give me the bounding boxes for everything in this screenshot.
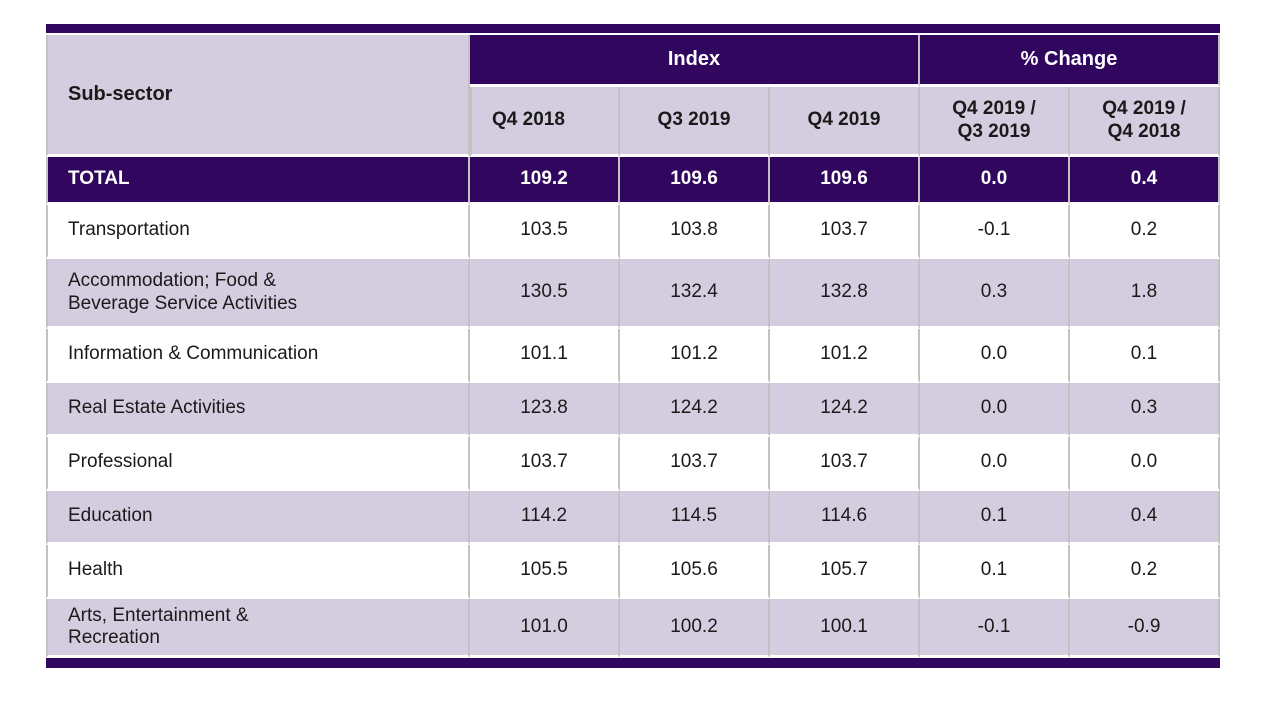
column-header-q4-2018: Q4 2018 [470, 87, 620, 157]
value-cell: 0.3 [1070, 383, 1221, 437]
value-cell: 114.2 [470, 491, 620, 545]
column-header-q4-2019-vs-q3-2019: Q4 2019 / Q3 2019 [920, 87, 1071, 157]
value-cell: 0.0 [920, 329, 1071, 383]
value-cell: 101.2 [770, 329, 921, 383]
table-row-information-communication: Information & Communication 101.1 101.2 … [46, 329, 1221, 383]
table-row-real-estate: Real Estate Activities 123.8 124.2 124.2… [46, 383, 1221, 437]
value-cell: 0.0 [920, 383, 1071, 437]
total-row: TOTAL 109.2 109.6 109.6 0.0 0.4 [46, 157, 1221, 205]
value-cell: 0.0 [920, 157, 1071, 205]
value-cell: 109.6 [620, 157, 770, 205]
row-label: Arts, Entertainment & Recreation [46, 599, 470, 658]
value-cell: 132.4 [620, 259, 770, 329]
row-label: Accommodation; Food & Beverage Service A… [46, 259, 470, 329]
value-cell: 132.8 [770, 259, 921, 329]
value-cell: 100.1 [770, 599, 921, 658]
value-cell: 103.7 [770, 437, 921, 491]
value-cell: 109.2 [470, 157, 620, 205]
column-header-row: Q4 2018 Q3 2019 Q4 2019 Q4 2019 / Q3 201… [46, 87, 1221, 157]
column-header-q4-2019-vs-q4-2018: Q4 2019 / Q4 2018 [1070, 87, 1221, 157]
value-cell: 103.8 [620, 205, 770, 259]
row-label: TOTAL [46, 157, 470, 205]
value-cell: 0.1 [1070, 329, 1221, 383]
value-cell: 0.2 [1070, 205, 1221, 259]
value-cell: 105.5 [470, 545, 620, 599]
value-cell: 0.1 [920, 491, 1071, 545]
row-label: Professional [46, 437, 470, 491]
value-cell: 130.5 [470, 259, 620, 329]
value-cell: 124.2 [620, 383, 770, 437]
table-top-bar [46, 24, 1220, 33]
group-header-row: Sub-sector Index % Change [46, 35, 1221, 157]
row-label: Real Estate Activities [46, 383, 470, 437]
column-header-q3-2019: Q3 2019 [620, 87, 770, 157]
row-label: Information & Communication [46, 329, 470, 383]
table-row-accommodation-food-beverage: Accommodation; Food & Beverage Service A… [46, 259, 1221, 329]
table-bottom-bar [46, 658, 1220, 668]
value-cell: 0.3 [920, 259, 1071, 329]
group-header-index: Index [470, 35, 921, 87]
value-cell: 0.0 [920, 437, 1071, 491]
group-header-pct-change: % Change [920, 35, 1221, 87]
value-cell: 103.5 [470, 205, 620, 259]
table-row-transportation: Transportation 103.5 103.8 103.7 -0.1 0.… [46, 205, 1221, 259]
value-cell: 101.2 [620, 329, 770, 383]
value-cell: -0.9 [1070, 599, 1221, 658]
value-cell: 0.4 [1070, 491, 1221, 545]
value-cell: -0.1 [920, 599, 1071, 658]
value-cell: 105.7 [770, 545, 921, 599]
value-cell: 105.6 [620, 545, 770, 599]
value-cell: 100.2 [620, 599, 770, 658]
column-header-q4-2019: Q4 2019 [770, 87, 921, 157]
row-label: Education [46, 491, 470, 545]
row-label: Transportation [46, 205, 470, 259]
table-row-professional: Professional 103.7 103.7 103.7 0.0 0.0 [46, 437, 1221, 491]
corner-header-subsector: Sub-sector [46, 35, 470, 157]
value-cell: 109.6 [770, 157, 921, 205]
value-cell: 0.4 [1070, 157, 1221, 205]
value-cell: 101.0 [470, 599, 620, 658]
value-cell: 114.5 [620, 491, 770, 545]
table-row-education: Education 114.2 114.5 114.6 0.1 0.4 [46, 491, 1221, 545]
value-cell: 0.0 [1070, 437, 1221, 491]
value-cell: 123.8 [470, 383, 620, 437]
price-index-table-container: Sub-sector Index % Change Q4 2018 Q3 201… [46, 24, 1221, 668]
value-cell: 114.6 [770, 491, 921, 545]
value-cell: -0.1 [920, 205, 1071, 259]
table-row-health: Health 105.5 105.6 105.7 0.1 0.2 [46, 545, 1221, 599]
value-cell: 103.7 [620, 437, 770, 491]
row-label: Health [46, 545, 470, 599]
value-cell: 0.2 [1070, 545, 1221, 599]
value-cell: 0.1 [920, 545, 1071, 599]
price-index-table: Sub-sector Index % Change Q4 2018 Q3 201… [46, 35, 1221, 658]
value-cell: 1.8 [1070, 259, 1221, 329]
value-cell: 103.7 [770, 205, 921, 259]
value-cell: 124.2 [770, 383, 921, 437]
value-cell: 101.1 [470, 329, 620, 383]
value-cell: 103.7 [470, 437, 620, 491]
table-row-arts-entertainment-recreation: Arts, Entertainment & Recreation 101.0 1… [46, 599, 1221, 658]
